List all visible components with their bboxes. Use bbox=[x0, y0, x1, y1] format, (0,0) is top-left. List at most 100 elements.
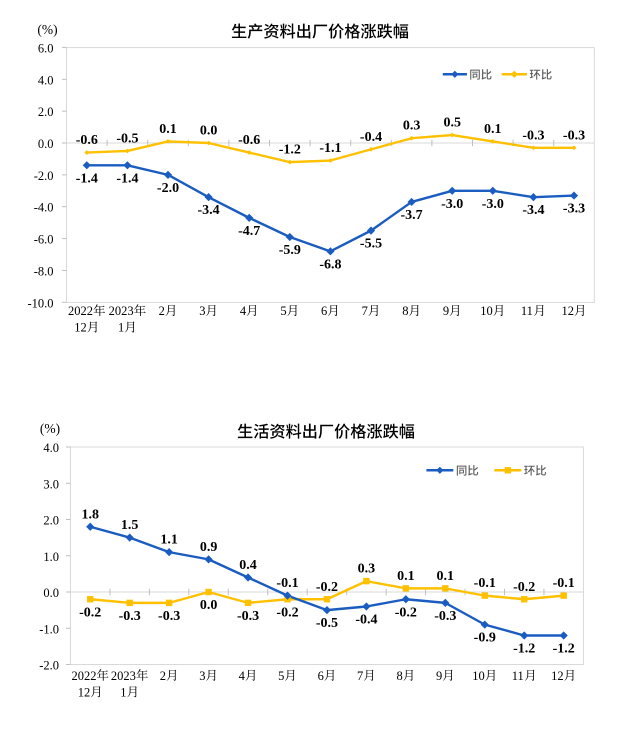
svg-text:-6.0: -6.0 bbox=[34, 233, 54, 247]
svg-text:2023: 2023 bbox=[111, 669, 136, 683]
svg-text:0.4: 0.4 bbox=[239, 558, 257, 573]
svg-text:-1.4: -1.4 bbox=[116, 171, 138, 186]
svg-text:-5.9: -5.9 bbox=[279, 243, 301, 258]
svg-text:-0.5: -0.5 bbox=[316, 616, 338, 631]
svg-text:0.1: 0.1 bbox=[484, 122, 502, 137]
svg-text:-2.0: -2.0 bbox=[34, 169, 54, 183]
svg-text:(%): (%) bbox=[40, 421, 60, 436]
svg-text:12: 12 bbox=[562, 304, 575, 318]
svg-text:-8.0: -8.0 bbox=[34, 264, 54, 278]
svg-text:1: 1 bbox=[118, 321, 124, 335]
svg-text:4.0: 4.0 bbox=[38, 73, 54, 87]
svg-text:2.0: 2.0 bbox=[38, 105, 54, 119]
svg-text:-0.1: -0.1 bbox=[276, 576, 298, 591]
svg-text:8: 8 bbox=[402, 304, 408, 318]
svg-text:-3.3: -3.3 bbox=[563, 202, 585, 217]
svg-text:-3.0: -3.0 bbox=[441, 197, 463, 212]
svg-text:-0.2: -0.2 bbox=[79, 605, 101, 620]
svg-text:(%): (%) bbox=[37, 22, 57, 37]
svg-text:-0.3: -0.3 bbox=[522, 128, 544, 143]
svg-text:4.0: 4.0 bbox=[43, 441, 59, 455]
svg-text:-0.2: -0.2 bbox=[395, 605, 417, 620]
svg-text:9: 9 bbox=[443, 304, 449, 318]
svg-text:-3.7: -3.7 bbox=[401, 208, 423, 223]
svg-text:3.0: 3.0 bbox=[43, 477, 59, 491]
svg-text:0.5: 0.5 bbox=[443, 116, 461, 131]
svg-text:2022: 2022 bbox=[71, 669, 96, 683]
svg-text:-0.3: -0.3 bbox=[434, 609, 456, 624]
svg-text:0.1: 0.1 bbox=[437, 569, 455, 584]
svg-text:0.0: 0.0 bbox=[38, 137, 54, 151]
svg-text:4: 4 bbox=[239, 669, 246, 683]
svg-text:-0.4: -0.4 bbox=[355, 613, 377, 628]
svg-text:12: 12 bbox=[78, 685, 91, 699]
svg-text:-0.2: -0.2 bbox=[316, 580, 338, 595]
svg-text:9: 9 bbox=[436, 669, 442, 683]
svg-text:6.0: 6.0 bbox=[38, 41, 54, 55]
svg-text:0.1: 0.1 bbox=[397, 569, 415, 584]
svg-text:-0.4: -0.4 bbox=[360, 130, 382, 145]
svg-text:0.0: 0.0 bbox=[43, 586, 59, 600]
svg-text:0.9: 0.9 bbox=[200, 540, 218, 555]
svg-text:0.3: 0.3 bbox=[403, 119, 421, 134]
svg-text:2023: 2023 bbox=[109, 304, 134, 318]
svg-text:-0.1: -0.1 bbox=[474, 576, 496, 591]
svg-text:-4.0: -4.0 bbox=[34, 201, 54, 215]
svg-text:12: 12 bbox=[551, 669, 564, 683]
svg-text:-6.8: -6.8 bbox=[319, 257, 341, 272]
svg-text:0.1: 0.1 bbox=[159, 122, 177, 137]
svg-text:7: 7 bbox=[357, 669, 363, 683]
svg-text:10: 10 bbox=[480, 304, 493, 318]
svg-text:11: 11 bbox=[521, 304, 533, 318]
svg-text:6: 6 bbox=[321, 304, 327, 318]
svg-text:-1.2: -1.2 bbox=[513, 642, 535, 657]
svg-text:-0.3: -0.3 bbox=[158, 609, 180, 624]
svg-text:2: 2 bbox=[159, 304, 165, 318]
svg-text:-0.2: -0.2 bbox=[276, 605, 298, 620]
svg-text:1.5: 1.5 bbox=[121, 518, 139, 533]
svg-text:1: 1 bbox=[120, 685, 126, 699]
svg-text:-0.6: -0.6 bbox=[76, 133, 98, 148]
svg-text:0.0: 0.0 bbox=[200, 124, 218, 139]
svg-text:10: 10 bbox=[472, 669, 485, 683]
svg-text:-5.5: -5.5 bbox=[360, 237, 382, 252]
svg-text:1.1: 1.1 bbox=[160, 533, 178, 548]
svg-text:3: 3 bbox=[199, 304, 205, 318]
svg-text:0.0: 0.0 bbox=[200, 598, 218, 613]
svg-text:8: 8 bbox=[396, 669, 402, 683]
svg-text:4: 4 bbox=[240, 304, 247, 318]
svg-text:-4.7: -4.7 bbox=[238, 224, 260, 239]
svg-text:-0.3: -0.3 bbox=[563, 128, 585, 143]
svg-text:-0.6: -0.6 bbox=[238, 133, 260, 148]
svg-text:-1.4: -1.4 bbox=[76, 171, 98, 186]
svg-text:-0.2: -0.2 bbox=[513, 580, 535, 595]
svg-text:-2.0: -2.0 bbox=[157, 181, 179, 196]
svg-text:0.3: 0.3 bbox=[358, 562, 376, 577]
svg-text:2: 2 bbox=[160, 669, 166, 683]
svg-text:7: 7 bbox=[362, 304, 368, 318]
svg-text:-1.2: -1.2 bbox=[279, 143, 301, 158]
svg-text:-0.5: -0.5 bbox=[116, 131, 138, 146]
svg-text:-0.1: -0.1 bbox=[553, 576, 575, 591]
svg-text:-3.4: -3.4 bbox=[198, 203, 220, 218]
svg-text:12: 12 bbox=[74, 321, 87, 335]
svg-text:5: 5 bbox=[280, 304, 286, 318]
svg-text:2.0: 2.0 bbox=[43, 514, 59, 528]
svg-text:1.8: 1.8 bbox=[81, 507, 99, 522]
svg-text:6: 6 bbox=[318, 669, 324, 683]
svg-text:-0.3: -0.3 bbox=[237, 609, 259, 624]
svg-text:-1.1: -1.1 bbox=[319, 141, 341, 156]
svg-text:3: 3 bbox=[199, 669, 205, 683]
svg-text:1.0: 1.0 bbox=[43, 550, 59, 564]
svg-text:-0.3: -0.3 bbox=[119, 609, 141, 624]
svg-text:-3.4: -3.4 bbox=[522, 203, 544, 218]
svg-text:-1.0: -1.0 bbox=[39, 622, 59, 636]
svg-text:-10.0: -10.0 bbox=[27, 296, 53, 310]
svg-text:-3.0: -3.0 bbox=[482, 197, 504, 212]
svg-text:-2.0: -2.0 bbox=[39, 659, 59, 673]
svg-text:11: 11 bbox=[512, 669, 524, 683]
svg-text:-1.2: -1.2 bbox=[553, 642, 575, 657]
svg-text:2022: 2022 bbox=[68, 304, 93, 318]
svg-text:5: 5 bbox=[278, 669, 284, 683]
svg-text:-0.9: -0.9 bbox=[474, 631, 496, 646]
